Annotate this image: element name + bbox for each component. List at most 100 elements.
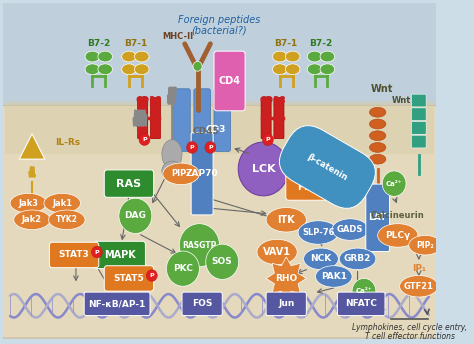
Text: (bacterial?): (bacterial?) xyxy=(191,25,247,35)
Ellipse shape xyxy=(320,51,335,62)
Text: P: P xyxy=(149,273,154,278)
Ellipse shape xyxy=(162,140,182,169)
FancyBboxPatch shape xyxy=(286,173,332,200)
Text: B7-1: B7-1 xyxy=(124,39,147,49)
FancyBboxPatch shape xyxy=(84,292,150,315)
Ellipse shape xyxy=(98,51,112,62)
Polygon shape xyxy=(266,257,306,300)
Circle shape xyxy=(166,251,200,286)
Text: DAG: DAG xyxy=(125,211,146,221)
Ellipse shape xyxy=(14,210,50,229)
Ellipse shape xyxy=(48,210,85,229)
Text: PIP₂: PIP₂ xyxy=(416,241,434,250)
FancyBboxPatch shape xyxy=(182,292,222,315)
Text: Jun: Jun xyxy=(278,299,294,308)
FancyBboxPatch shape xyxy=(214,89,230,151)
Text: GADS: GADS xyxy=(337,225,364,234)
Text: PI3K: PI3K xyxy=(297,182,321,192)
Circle shape xyxy=(263,134,273,146)
Ellipse shape xyxy=(122,51,137,62)
FancyBboxPatch shape xyxy=(266,292,306,315)
FancyBboxPatch shape xyxy=(94,241,146,269)
Text: GRB2: GRB2 xyxy=(344,254,371,264)
Text: Jak2: Jak2 xyxy=(22,215,42,224)
FancyBboxPatch shape xyxy=(104,266,154,291)
Ellipse shape xyxy=(320,64,335,75)
FancyBboxPatch shape xyxy=(411,121,426,134)
Text: B7-2: B7-2 xyxy=(87,39,110,49)
Circle shape xyxy=(146,270,157,281)
Ellipse shape xyxy=(44,193,81,213)
Text: PKC: PKC xyxy=(173,264,193,273)
Ellipse shape xyxy=(339,248,376,270)
Text: Lymphokines, cell cycle entry,: Lymphokines, cell cycle entry, xyxy=(352,323,467,332)
Text: ITK: ITK xyxy=(277,215,295,225)
Text: P: P xyxy=(95,249,99,255)
Text: IP₁: IP₁ xyxy=(412,264,426,273)
FancyBboxPatch shape xyxy=(2,2,437,110)
Text: SOS: SOS xyxy=(212,257,233,266)
Ellipse shape xyxy=(285,64,300,75)
Text: VAV1: VAV1 xyxy=(263,247,291,257)
Ellipse shape xyxy=(257,239,297,265)
Circle shape xyxy=(187,142,198,153)
Ellipse shape xyxy=(98,64,112,75)
Circle shape xyxy=(382,171,406,196)
Ellipse shape xyxy=(266,207,306,232)
Ellipse shape xyxy=(369,119,386,129)
Text: P: P xyxy=(265,137,270,142)
Text: SLP-76: SLP-76 xyxy=(302,228,335,237)
Text: Wnt: Wnt xyxy=(392,96,411,105)
FancyBboxPatch shape xyxy=(366,184,390,251)
Circle shape xyxy=(206,244,239,279)
Circle shape xyxy=(352,278,376,304)
Text: FOS: FOS xyxy=(192,299,212,308)
FancyBboxPatch shape xyxy=(49,242,99,268)
Text: CD45: CD45 xyxy=(192,127,219,136)
Text: CD3: CD3 xyxy=(206,125,226,135)
Text: NCK: NCK xyxy=(310,254,332,264)
FancyBboxPatch shape xyxy=(214,51,245,111)
Polygon shape xyxy=(19,134,45,159)
Ellipse shape xyxy=(332,219,368,240)
Ellipse shape xyxy=(400,276,438,297)
Ellipse shape xyxy=(10,193,46,213)
Text: RHO: RHO xyxy=(275,274,297,283)
Ellipse shape xyxy=(369,142,386,152)
Ellipse shape xyxy=(378,224,418,247)
Ellipse shape xyxy=(409,235,442,255)
Text: IL-Rs: IL-Rs xyxy=(55,138,80,147)
Text: Jak1: Jak1 xyxy=(52,199,72,208)
Text: ZAP70: ZAP70 xyxy=(186,169,219,178)
Text: GTF21: GTF21 xyxy=(404,282,434,291)
FancyBboxPatch shape xyxy=(137,98,148,139)
Text: P: P xyxy=(190,145,194,150)
Text: NFATC: NFATC xyxy=(345,299,377,308)
Text: T cell effector functions: T cell effector functions xyxy=(365,332,455,341)
FancyBboxPatch shape xyxy=(194,89,210,151)
Text: STAT5: STAT5 xyxy=(114,274,145,283)
Text: Foreign peptides: Foreign peptides xyxy=(178,15,261,25)
Text: Wnt: Wnt xyxy=(371,84,393,94)
Circle shape xyxy=(193,62,202,71)
FancyBboxPatch shape xyxy=(2,105,437,338)
FancyBboxPatch shape xyxy=(191,133,213,215)
Text: MAPK: MAPK xyxy=(104,250,136,260)
Text: Jak3: Jak3 xyxy=(18,199,38,208)
Text: CD28: CD28 xyxy=(136,96,163,105)
FancyBboxPatch shape xyxy=(104,170,154,197)
Text: Ca²⁺: Ca²⁺ xyxy=(356,288,372,294)
Circle shape xyxy=(205,142,216,153)
Text: B7-1: B7-1 xyxy=(274,39,298,49)
FancyBboxPatch shape xyxy=(274,98,284,139)
Ellipse shape xyxy=(285,51,300,62)
Ellipse shape xyxy=(162,161,182,181)
FancyBboxPatch shape xyxy=(411,94,426,107)
Ellipse shape xyxy=(298,221,338,244)
FancyBboxPatch shape xyxy=(5,100,434,154)
Text: RAS: RAS xyxy=(117,179,142,189)
Text: LAT: LAT xyxy=(369,213,387,222)
FancyBboxPatch shape xyxy=(337,292,385,315)
Text: Ca²⁺: Ca²⁺ xyxy=(386,181,402,186)
Text: RASGTP: RASGTP xyxy=(182,241,217,250)
